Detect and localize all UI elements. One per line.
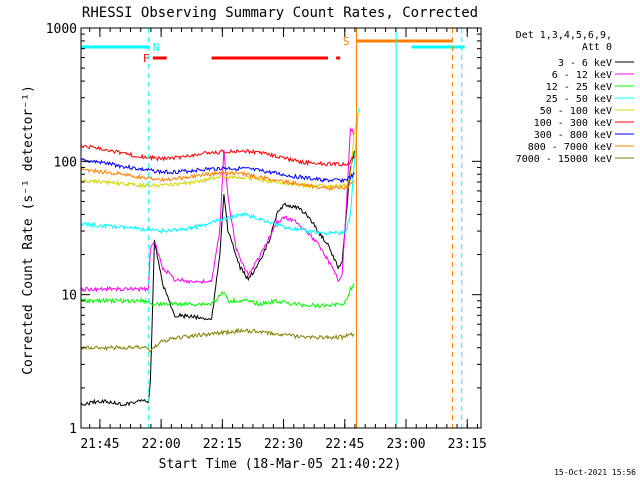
legend-label-300-800-kev: 300 - 800 keV [534, 130, 612, 141]
series-300-800-kev [80, 157, 355, 184]
legend-label-100-300-kev: 100 - 300 keV [534, 118, 612, 129]
series-800-7000-kev [80, 167, 355, 192]
x-axis: 21:45 22:00 22:15 22:30 22:45 23:00 23:15 [80, 28, 487, 452]
x-axis-label: Start Time (18-Mar-05 21:40:22) [159, 457, 402, 472]
legend-header: Att 0 [582, 42, 612, 53]
x-tick-label: 22:45 [325, 437, 364, 452]
series-7000-15000-kev [80, 327, 355, 353]
y-tick-label: 1000 [46, 22, 77, 37]
flag-label-s: S [343, 35, 350, 48]
series-layer [80, 108, 360, 407]
series-3-6-kev [80, 150, 355, 407]
y-tick-label: 1 [69, 422, 77, 437]
plot-frame [80, 27, 482, 429]
x-tick-label: 22:30 [264, 437, 303, 452]
series-25-50-kev [80, 108, 360, 236]
y-axis-label: Corrected Count Rate (s⁻¹ detector⁻¹) [21, 85, 36, 375]
flag-label-n: N [153, 41, 160, 54]
legend-label-7000-15000-kev: 7000 - 15000 keV [516, 154, 612, 165]
legend-label-3-6-kev: 3 - 6 keV [558, 58, 612, 69]
chart-title: RHESSI Observing Summary Count Rates, Co… [82, 5, 478, 21]
legend-label-800-7000-kev: 800 - 7000 keV [528, 142, 612, 153]
legend-header: Det 1,3,4,5,6,9, [516, 30, 612, 41]
legend-label-25-50-kev: 25 - 50 keV [546, 94, 612, 105]
legend-label-6-12-kev: 6 - 12 keV [552, 70, 612, 81]
y-axis: 1 10 100 1000 [46, 22, 481, 437]
markers-layer [148, 28, 463, 428]
series-50-100-kev [80, 112, 360, 190]
y-tick-label: 10 [61, 289, 77, 304]
x-tick-label: 22:15 [203, 437, 242, 452]
x-tick-label: 23:15 [448, 437, 487, 452]
y-tick-label: 100 [54, 155, 77, 170]
x-tick-label: 21:45 [80, 437, 119, 452]
flags-layer: FN S [81, 35, 465, 65]
series-6-12-kev [80, 126, 355, 293]
series-100-300-kev [80, 144, 355, 167]
series-12-25-kev [80, 283, 355, 309]
flag-label-f: F [143, 52, 150, 65]
legend-label-50-100-kev: 50 - 100 keV [540, 106, 612, 117]
x-tick-label: 23:00 [386, 437, 425, 452]
timestamp: 15-Oct-2021 15:56 [554, 468, 636, 477]
legend-label-12-25-kev: 12 - 25 keV [546, 82, 612, 93]
x-tick-label: 22:00 [142, 437, 181, 452]
